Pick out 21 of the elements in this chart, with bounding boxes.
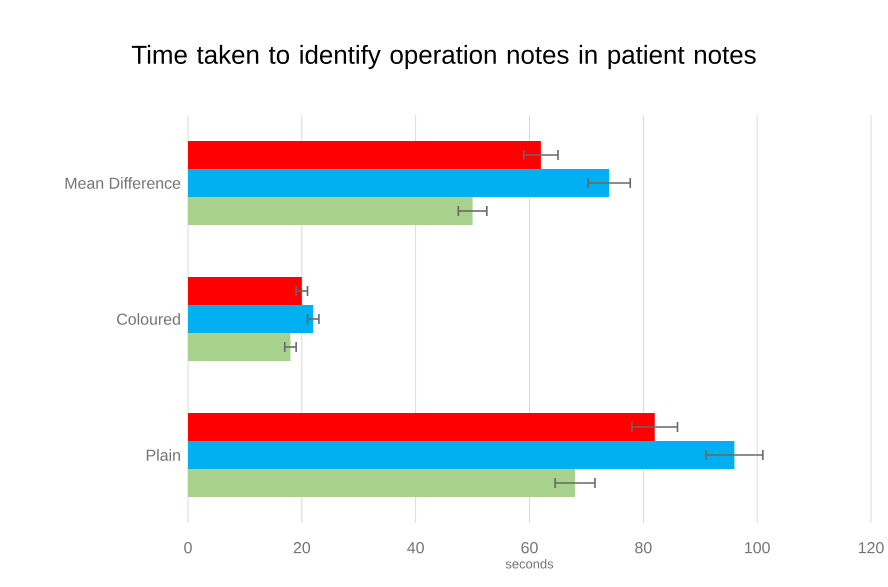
x-tick-label: 40	[407, 542, 424, 554]
bar	[188, 277, 302, 305]
x-tick-label: 60	[521, 542, 538, 554]
x-tick-label: 100	[745, 542, 770, 554]
bar	[188, 333, 290, 361]
x-tick-label: 120	[858, 542, 884, 554]
bar	[188, 469, 576, 497]
bar	[188, 441, 734, 469]
x-tick-label: 20	[294, 542, 310, 554]
bar	[188, 169, 610, 197]
y-tick-label: Mean Difference	[66, 177, 180, 189]
bar	[188, 413, 655, 441]
chart-title: Time taken to identify operation notes in patient notes	[132, 44, 756, 70]
bar	[188, 141, 541, 169]
y-tick-label: Coloured	[117, 313, 180, 325]
x-tick-label: 0	[184, 542, 192, 554]
bar	[188, 197, 473, 225]
x-tick-label: 80	[635, 542, 652, 554]
x-axis-title: seconds	[506, 559, 554, 569]
bar	[188, 305, 314, 333]
y-tick-label: Plain	[146, 449, 180, 461]
